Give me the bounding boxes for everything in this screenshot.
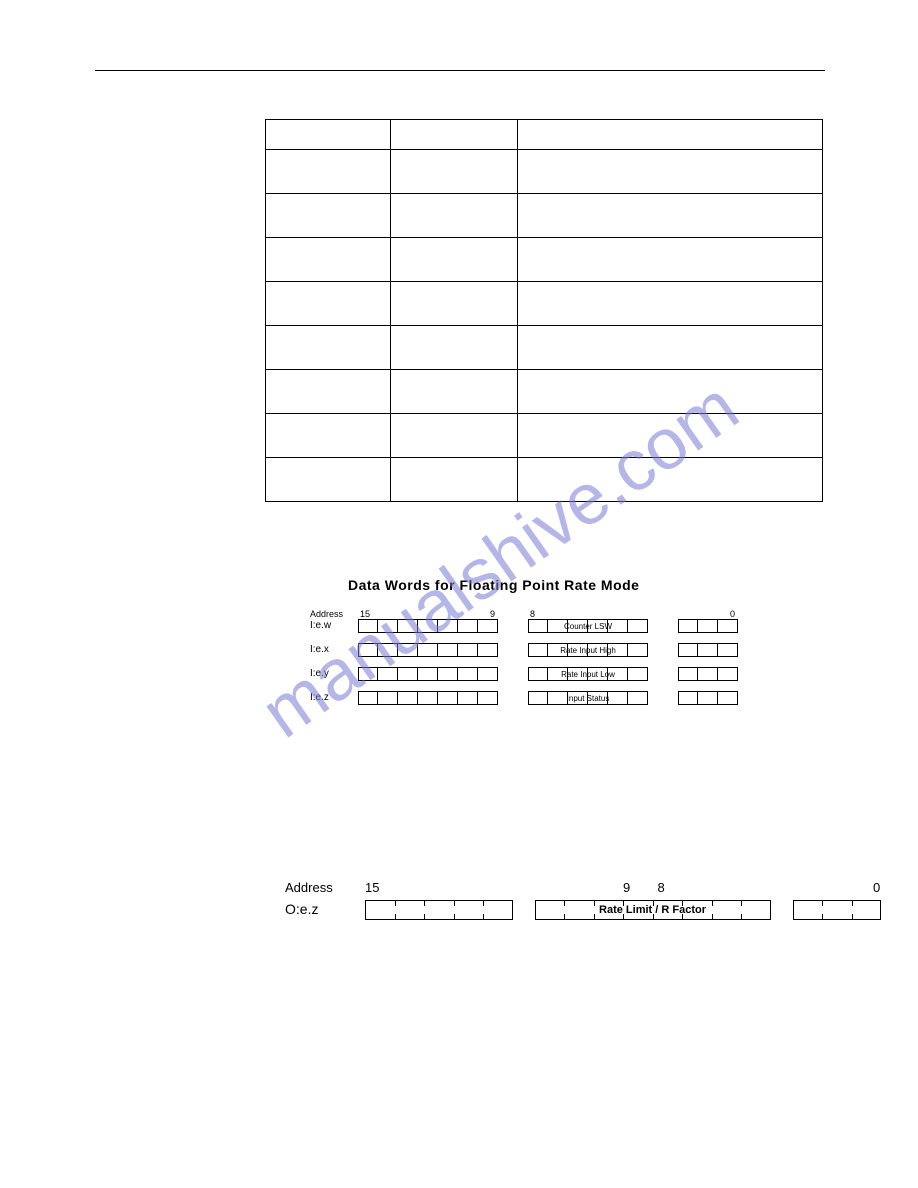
top-horizontal-rule (95, 70, 825, 71)
table-row (266, 326, 823, 370)
bit-number-label: 8 (658, 880, 665, 895)
bit-group (678, 667, 738, 681)
bit-number-label: 0 (730, 609, 735, 619)
bit-number-label: 9 (490, 609, 495, 619)
address-header: Address (285, 880, 333, 895)
bit-group (678, 691, 738, 705)
bit-group (678, 643, 738, 657)
row-data-label: Rate Limit / R Factor (599, 904, 706, 916)
row-address: I:e.w (310, 620, 331, 631)
bit-number-label: 9 (623, 880, 630, 895)
row-data-label: Rate Input Low (561, 670, 615, 679)
bit-group (358, 619, 498, 633)
table-row (266, 282, 823, 326)
row-address: O:e.z (285, 901, 318, 917)
bit-number-label: 15 (365, 880, 379, 895)
table-row (266, 238, 823, 282)
row-data-label: Rate Input High (560, 646, 616, 655)
bit-number-label: 15 (360, 609, 370, 619)
row-address: I:e.x (310, 644, 329, 655)
table-row (266, 194, 823, 238)
bit-group (793, 900, 882, 920)
empty-table (265, 119, 823, 502)
table-row (266, 414, 823, 458)
table-row (266, 120, 823, 150)
table-row (266, 150, 823, 194)
table-row (266, 370, 823, 414)
bit-group (678, 619, 738, 633)
bit-group (365, 900, 513, 920)
row-address: I:e.z (310, 692, 329, 703)
bit-group (358, 643, 498, 657)
diagram1-title: Data Words for Floating Point Rate Mode (348, 577, 639, 593)
bit-group (358, 667, 498, 681)
bit-group (358, 691, 498, 705)
row-data-label: Counter LSW (564, 622, 612, 631)
bit-number-label: 0 (873, 880, 880, 895)
bit-number-label: 8 (530, 609, 535, 619)
address-header: Address (310, 609, 343, 619)
table-row (266, 458, 823, 502)
row-data-label: Input Status (567, 694, 610, 703)
row-address: I:e.y (310, 668, 329, 679)
